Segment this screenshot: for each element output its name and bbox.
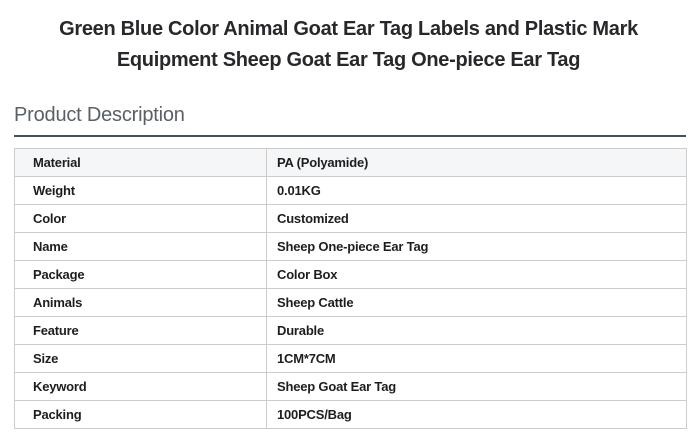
spec-value-color: Customized	[266, 204, 687, 233]
spec-label-package: Package	[14, 260, 267, 289]
spec-label-keyword: Keyword	[14, 372, 267, 401]
page-title-line-1: Green Blue Color Animal Goat Ear Tag Lab…	[59, 18, 638, 40]
spec-row-size: Size 1CM*7CM	[14, 344, 687, 373]
spec-label-material: Material	[14, 148, 267, 177]
spec-row-material: Material PA (Polyamide)	[14, 148, 687, 177]
spec-row-packing: Packing 100PCS/Bag	[14, 400, 687, 429]
spec-row-name: Name Sheep One-piece Ear Tag	[14, 232, 687, 261]
spec-value-size: 1CM*7CM	[266, 344, 687, 373]
spec-row-animals: Animals Sheep Cattle	[14, 288, 687, 317]
spec-value-package: Color Box	[266, 260, 687, 289]
spec-row-keyword: Keyword Sheep Goat Ear Tag	[14, 372, 687, 401]
spec-row-feature: Feature Durable	[14, 316, 687, 345]
spec-row-package: Package Color Box	[14, 260, 687, 289]
spec-value-weight: 0.01KG	[266, 176, 687, 205]
spec-label-weight: Weight	[14, 176, 267, 205]
spec-value-name: Sheep One-piece Ear Tag	[266, 232, 687, 261]
page-title-line-2: Equipment Sheep Goat Ear Tag One-piece E…	[116, 49, 581, 71]
spec-label-packing: Packing	[14, 400, 267, 429]
spec-label-name: Name	[14, 232, 267, 261]
product-spec-table: Material PA (Polyamide) Weight 0.01KG Co…	[14, 148, 687, 429]
section-heading-underline	[14, 135, 686, 137]
spec-value-material: PA (Polyamide)	[266, 148, 687, 177]
spec-label-feature: Feature	[14, 316, 267, 345]
spec-label-animals: Animals	[14, 288, 267, 317]
section-heading-product-description: Product Description	[14, 104, 185, 126]
spec-value-packing: 100PCS/Bag	[266, 400, 687, 429]
page-title: Green Blue Color Animal Goat Ear Tag Lab…	[0, 0, 697, 76]
spec-label-color: Color	[14, 204, 267, 233]
spec-value-animals: Sheep Cattle	[266, 288, 687, 317]
spec-label-size: Size	[14, 344, 267, 373]
spec-row-weight: Weight 0.01KG	[14, 176, 687, 205]
spec-value-feature: Durable	[266, 316, 687, 345]
spec-value-keyword: Sheep Goat Ear Tag	[266, 372, 687, 401]
spec-row-color: Color Customized	[14, 204, 687, 233]
